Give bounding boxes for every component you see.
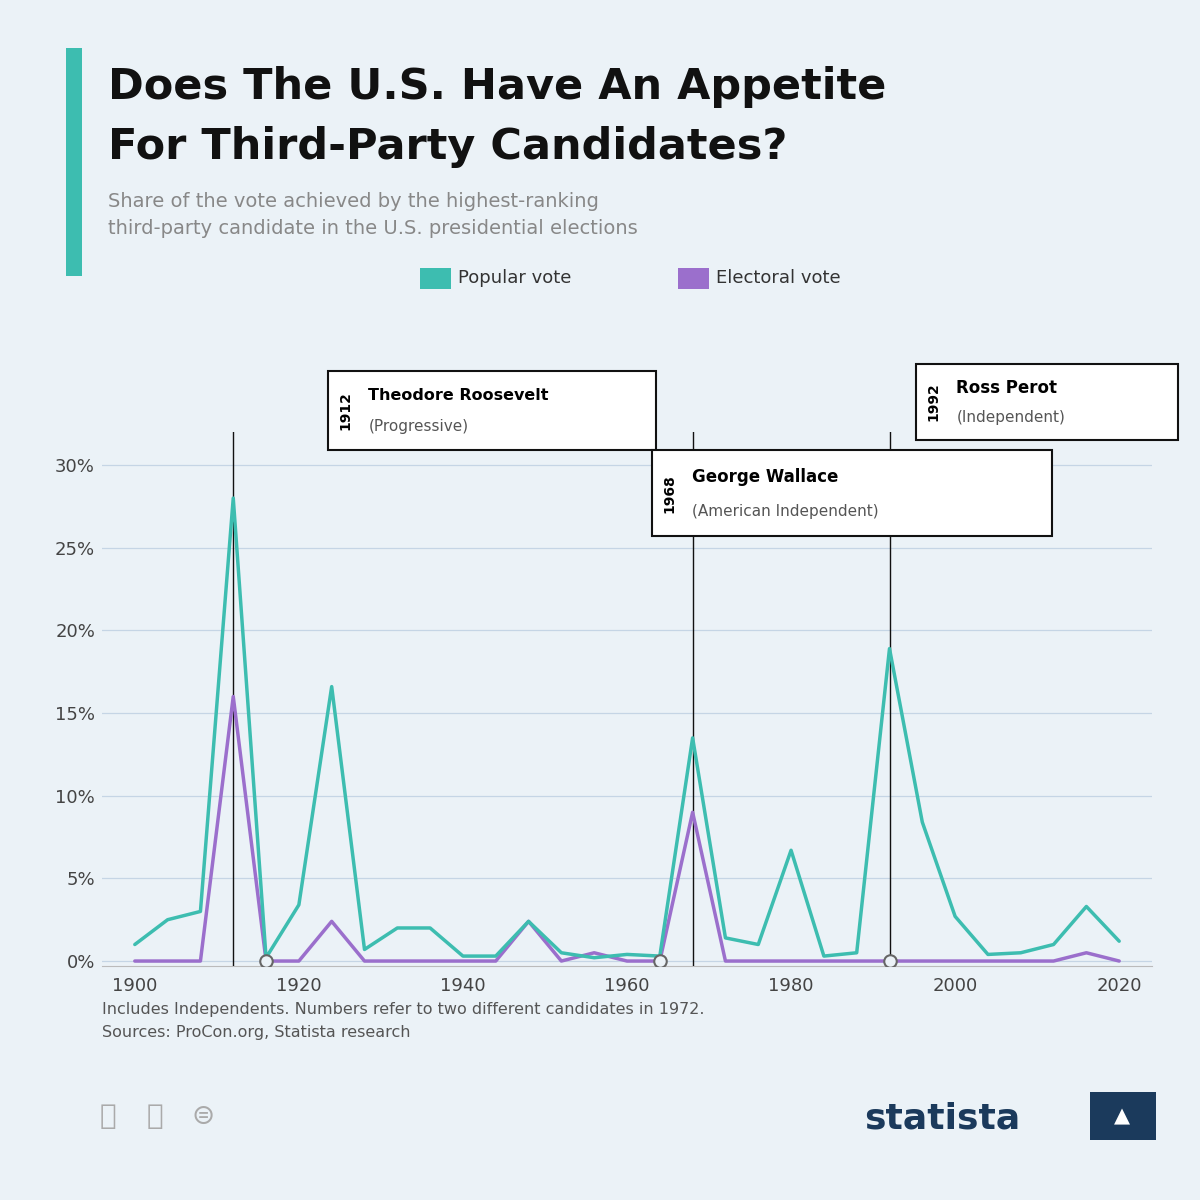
Text: Includes Independents. Numbers refer to two different candidates in 1972.
Source: Includes Independents. Numbers refer to … (102, 1002, 704, 1039)
Text: 1992: 1992 (926, 383, 941, 421)
Text: 1968: 1968 (662, 474, 677, 512)
Text: Electoral vote: Electoral vote (716, 269, 841, 287)
Text: ▲: ▲ (1114, 1106, 1130, 1126)
Text: For Third-Party Candidates?: For Third-Party Candidates? (108, 126, 787, 168)
Text: ⊜: ⊜ (192, 1102, 215, 1130)
Text: statista: statista (864, 1102, 1020, 1135)
Text: Share of the vote achieved by the highest-ranking
third-party candidate in the U: Share of the vote achieved by the highes… (108, 192, 637, 239)
Text: ⓘ: ⓘ (146, 1102, 163, 1130)
Text: Popular vote: Popular vote (458, 269, 571, 287)
Text: Does The U.S. Have An Appetite: Does The U.S. Have An Appetite (108, 66, 887, 108)
Text: (Progressive): (Progressive) (368, 419, 468, 434)
Text: (Independent): (Independent) (956, 410, 1066, 425)
Text: Ross Perot: Ross Perot (956, 378, 1057, 396)
Text: George Wallace: George Wallace (692, 468, 839, 486)
Text: (American Independent): (American Independent) (692, 504, 880, 518)
Text: 1912: 1912 (338, 391, 353, 430)
Text: Theodore Roosevelt: Theodore Roosevelt (368, 388, 548, 403)
Text: ⓒ: ⓒ (100, 1102, 116, 1130)
